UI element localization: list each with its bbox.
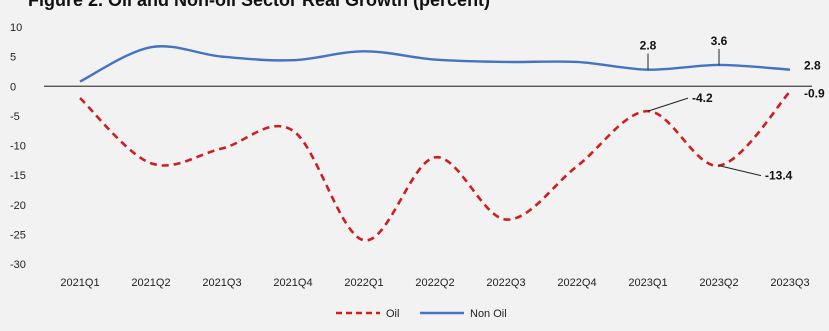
y-tick-label: -10 [10,141,26,153]
y-tick-label: -25 [10,229,26,241]
x-tick-label: 2021Q2 [131,277,170,289]
non-oil-data-point [220,54,225,59]
x-tick-label: 2021Q1 [60,277,99,289]
oil-data-point [362,238,367,243]
non-oil-data-point [788,67,793,72]
oil-data-point [78,96,83,101]
y-tick-label: -15 [10,170,26,182]
legend: Oil Non Oil [336,308,507,320]
non-oil-series-line [79,45,791,83]
oil-data-point [149,161,154,166]
oil-data-point [220,146,225,151]
y-tick-label: 5 [10,52,16,64]
x-tick-label: 2021Q3 [202,277,241,289]
oil-data-point [291,128,296,133]
y-tick-label: -5 [10,111,20,123]
oil-data-point [575,164,580,169]
data-label: -4.2 [692,91,713,105]
non-oil-data-point [433,57,438,62]
oil-data-point [433,155,438,160]
data-annotations: 2.8 3.6 2.8 -4.2 -13.4 -0.9 [640,34,825,183]
y-tick-label: 0 [10,81,16,93]
oil-series-line [79,90,791,242]
x-tick-label: 2021Q4 [273,277,312,289]
annotation-leader-line [647,97,689,112]
y-axis-ticks: 10 5 0 -5 -10 -15 -20 -25 -30 [10,22,26,271]
x-tick-label: 2023Q3 [770,277,809,289]
data-label: -0.9 [804,87,825,101]
legend-label: Non Oil [470,308,507,320]
annotation-leader-line [718,165,762,177]
non-oil-data-point [575,59,580,64]
data-label: 2.8 [804,59,821,73]
x-tick-label: 2022Q2 [415,277,454,289]
x-axis-ticks: 2021Q1 2021Q2 2021Q3 2021Q4 2022Q1 2022Q2 2022… [60,277,809,289]
non-oil-data-point [78,79,83,84]
x-tick-label: 2022Q4 [557,277,596,289]
chart-title: Figure 2. Oil and Non-oil Sector Real Gr… [28,0,491,10]
oil-data-point [788,89,793,94]
x-tick-label: 2023Q1 [628,277,667,289]
data-label: 2.8 [640,39,657,53]
series-lines [78,45,793,243]
y-tick-label: -20 [10,200,26,212]
x-tick-label: 2022Q3 [486,277,525,289]
x-tick-label: 2022Q1 [344,277,383,289]
non-oil-data-point [362,49,367,54]
y-tick-label: 10 [10,22,22,34]
non-oil-data-point [149,45,154,50]
non-oil-data-point [291,58,296,63]
data-label: 3.6 [711,34,728,48]
legend-label: Oil [386,308,399,320]
non-oil-data-point [504,59,509,64]
y-tick-label: -30 [10,259,26,271]
data-label: -13.4 [765,169,793,183]
x-tick-label: 2023Q2 [699,277,738,289]
oil-data-point [504,217,509,222]
